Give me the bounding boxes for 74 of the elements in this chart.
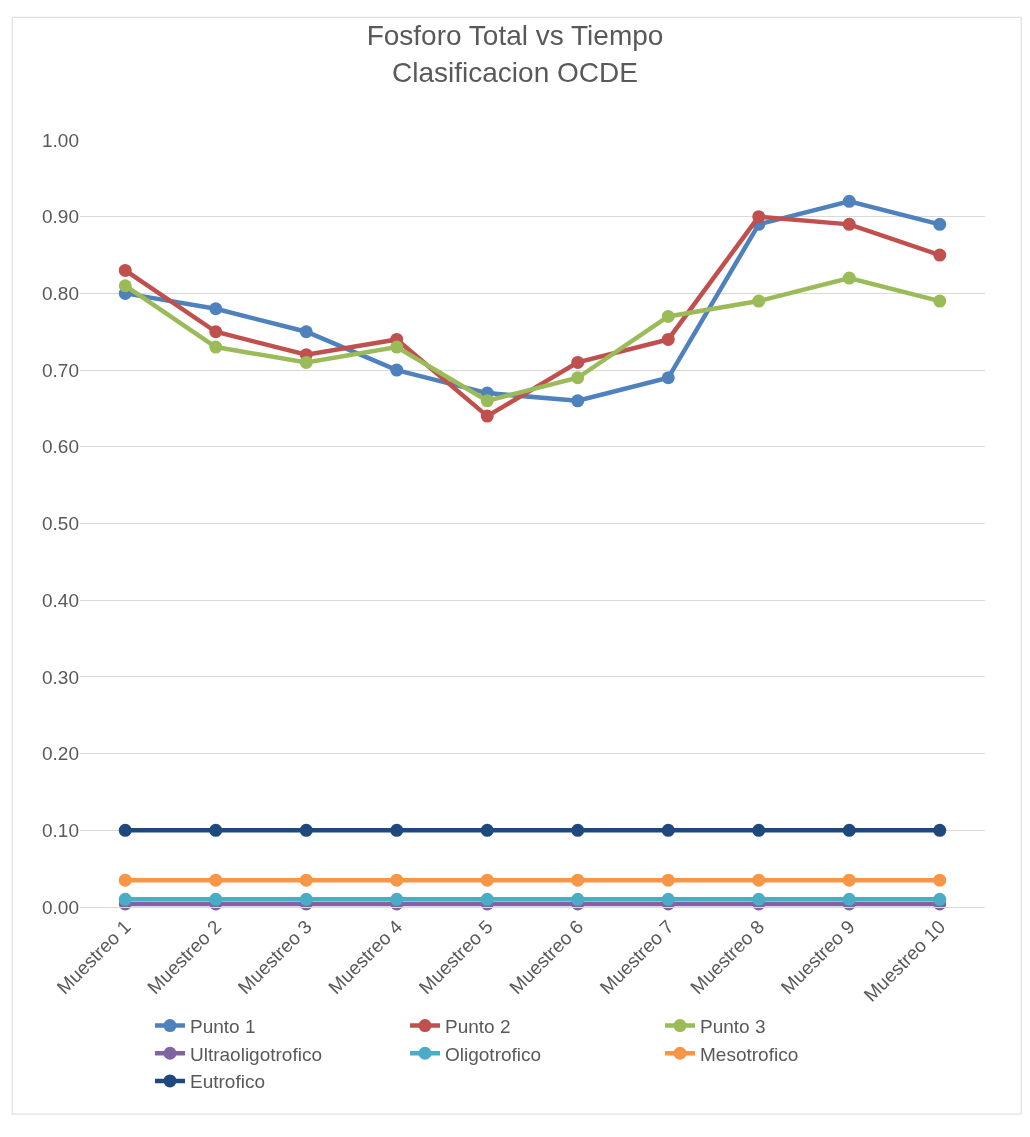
point	[752, 892, 766, 906]
point	[842, 194, 856, 208]
point	[118, 279, 132, 293]
y-tick-label: 0.90	[42, 206, 79, 228]
point	[842, 873, 856, 887]
legend-label: Ultraoligotrofico	[190, 1043, 322, 1065]
point	[480, 892, 494, 906]
point	[933, 873, 947, 887]
point	[209, 823, 223, 837]
point	[752, 873, 766, 887]
point	[661, 873, 675, 887]
y-tick-label: 0.00	[42, 896, 79, 918]
point	[752, 823, 766, 837]
point	[209, 873, 223, 887]
y-tick-label: 0.10	[42, 819, 79, 841]
point	[118, 263, 132, 277]
legend-label: Mesotrofico	[700, 1043, 799, 1065]
y-tick-label: 0.70	[42, 359, 79, 381]
point	[933, 892, 947, 906]
point	[480, 394, 494, 408]
legend-label: Punto 1	[190, 1015, 256, 1037]
point	[299, 873, 313, 887]
point	[480, 409, 494, 423]
point	[661, 823, 675, 837]
point	[933, 217, 947, 231]
point	[933, 248, 947, 262]
y-tick-label: 0.20	[42, 743, 79, 765]
point	[842, 823, 856, 837]
point	[299, 892, 313, 906]
point	[209, 340, 223, 354]
point	[118, 873, 132, 887]
point	[390, 340, 404, 354]
point	[571, 892, 585, 906]
point	[390, 873, 404, 887]
point	[390, 363, 404, 377]
point	[299, 823, 313, 837]
point	[933, 294, 947, 308]
legend-label: Punto 2	[445, 1015, 511, 1037]
y-tick-label: 0.80	[42, 283, 79, 305]
point	[390, 892, 404, 906]
point	[209, 325, 223, 339]
point	[209, 302, 223, 316]
point	[661, 309, 675, 323]
chart-title: Fosforo Total vs Tiempo Clasificacion OCDE	[366, 20, 664, 88]
point	[571, 355, 585, 369]
point	[661, 371, 675, 385]
point	[209, 892, 223, 906]
point	[390, 823, 404, 837]
point	[480, 823, 494, 837]
point	[299, 325, 313, 339]
point	[571, 823, 585, 837]
legend-label: Punto 3	[700, 1015, 766, 1037]
point	[842, 217, 856, 231]
y-tick-label: 0.30	[42, 666, 79, 688]
point	[752, 210, 766, 224]
y-tick-label: 0.50	[42, 513, 79, 535]
point	[842, 892, 856, 906]
y-tick-label: 0.60	[42, 436, 79, 458]
legend-label: Eutrofico	[190, 1071, 265, 1093]
point	[752, 294, 766, 308]
legend-label: Oligotrofico	[445, 1043, 542, 1065]
point	[118, 823, 132, 837]
y-tick-label: 0.40	[42, 589, 79, 611]
point	[571, 371, 585, 385]
point	[299, 355, 313, 369]
y-tick-label: 1.00	[42, 129, 79, 151]
point	[571, 873, 585, 887]
point	[571, 394, 585, 408]
point	[661, 332, 675, 346]
point	[661, 892, 675, 906]
point	[933, 823, 947, 837]
point	[842, 271, 856, 285]
point	[118, 892, 132, 906]
point	[480, 873, 494, 887]
